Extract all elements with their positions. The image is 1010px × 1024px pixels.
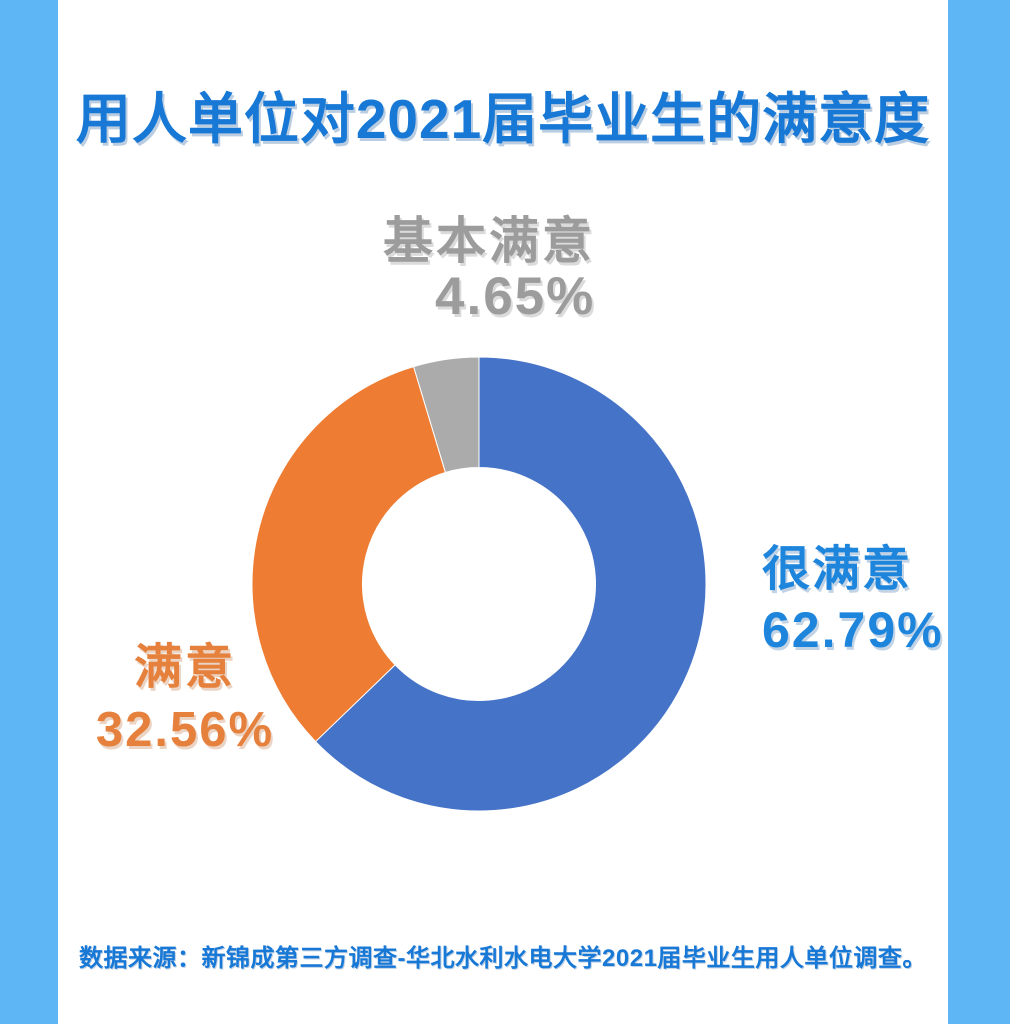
- right-frame-bar: [948, 0, 1010, 1024]
- donut-slice-基本满意: [412, 356, 480, 474]
- callout-very-satisfied-value: 62.79%: [762, 602, 944, 658]
- page-title: 用人单位对2021届毕业生的满意度: [75, 88, 931, 150]
- callout-very-satisfied-label: 很满意: [762, 543, 913, 596]
- callout-very-satisfied: 很满意 62.79%: [762, 543, 944, 658]
- donut-chart: [251, 356, 707, 812]
- donut-slice-满意: [251, 365, 447, 743]
- content-card: 用人单位对2021届毕业生的满意度 基本满意 4.65% 很满意 62.79% …: [58, 0, 948, 1024]
- callout-basically-satisfied: 基本满意 4.65%: [383, 216, 595, 323]
- callout-satisfied-label: 满意: [133, 641, 236, 694]
- callout-satisfied: 满意 32.56%: [80, 644, 290, 755]
- callout-basically-satisfied-label: 基本满意: [383, 213, 595, 269]
- donut-slice-很满意: [314, 356, 707, 812]
- callout-basically-satisfied-value: 4.65%: [435, 267, 596, 326]
- left-frame-bar: [0, 0, 58, 1024]
- source-note: 数据来源：新锦成第三方调查-华北水利水电大学2021届毕业生用人单位调查。: [79, 945, 927, 972]
- callout-satisfied-value: 32.56%: [95, 703, 275, 757]
